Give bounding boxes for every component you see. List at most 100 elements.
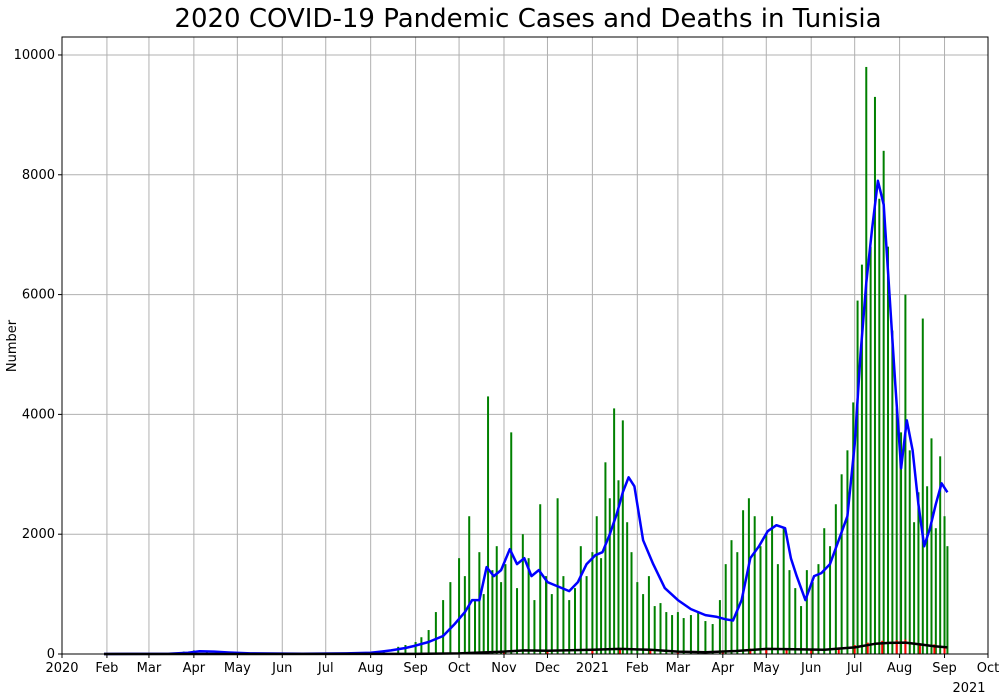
bar-mark — [765, 648, 768, 654]
bar-mark — [449, 582, 452, 654]
bar-mark — [495, 546, 498, 654]
bar-mark — [917, 492, 920, 654]
bar-mark — [404, 645, 407, 654]
bar-mark — [649, 649, 652, 654]
bar-mark — [527, 558, 530, 654]
x-tick-label: Apr — [712, 661, 735, 676]
bar-mark — [776, 564, 779, 654]
x-tick-label: May — [224, 661, 251, 676]
bar-mark — [856, 300, 859, 654]
bar-mark — [933, 644, 936, 654]
bar-mark — [805, 570, 808, 654]
bar-mark — [800, 606, 803, 654]
bar-mark — [869, 246, 872, 654]
x-tick-label: Nov — [491, 661, 517, 676]
bar-mark — [788, 570, 791, 654]
bar-mark — [742, 510, 745, 654]
bar-mark — [765, 534, 768, 654]
bar-mark — [704, 621, 707, 654]
series-line-3 — [103, 641, 948, 656]
bar-mark — [852, 402, 855, 654]
x-tick-label: Feb — [626, 661, 649, 676]
bar-mark — [873, 96, 876, 655]
bar-mark — [887, 246, 890, 654]
x-tick-label: Jun — [800, 661, 821, 676]
x-tick-label: Dec — [535, 661, 560, 676]
bars-layer — [147, 66, 949, 655]
bar-mark — [782, 528, 785, 654]
bar-mark — [618, 648, 621, 654]
bar-mark — [573, 588, 576, 654]
bar-mark — [759, 546, 762, 654]
bar-mark — [510, 432, 513, 654]
bar-mark — [926, 486, 929, 654]
bar-mark — [853, 645, 856, 654]
bar-mark — [749, 648, 752, 654]
bar-mark — [591, 649, 594, 654]
bar-mark — [943, 516, 946, 654]
bar-mark — [846, 450, 849, 654]
x-tick-label: Feb — [95, 661, 118, 676]
bar-mark — [934, 528, 937, 654]
chart-title: 2020 COVID-19 Pandemic Cases and Deaths … — [174, 4, 881, 34]
bar-mark — [860, 264, 863, 654]
x-tick-label: Jul — [317, 661, 334, 676]
bar-mark — [904, 294, 907, 654]
bar-mark — [562, 576, 565, 654]
bar-mark — [794, 588, 797, 654]
bar-mark — [414, 642, 417, 654]
bar-mark — [736, 552, 739, 654]
bar-mark — [895, 640, 898, 654]
bar-mark — [533, 600, 536, 654]
lines-layer — [103, 179, 949, 656]
x-tick-label: Mar — [666, 661, 691, 676]
x-tick-label: Sep — [932, 661, 957, 676]
bar-mark — [626, 522, 629, 654]
x-tick-label: Jul — [846, 661, 863, 676]
bar-mark — [502, 652, 505, 654]
bar-mark — [904, 639, 907, 654]
bar-mark — [785, 648, 788, 654]
bar-mark — [882, 150, 885, 654]
bar-mark — [636, 582, 639, 654]
bar-mark — [604, 462, 607, 654]
bar-mark — [504, 564, 507, 654]
bar-mark — [550, 594, 553, 654]
bar-mark — [659, 603, 662, 654]
x-tick-label: Oct — [448, 661, 470, 676]
bar-mark — [591, 552, 594, 654]
y-tick-label: 10000 — [14, 48, 55, 63]
x-tick-label: Aug — [887, 661, 912, 676]
x-tick-label: Oct — [977, 661, 999, 676]
bar-mark — [817, 564, 820, 654]
y-axis-label: Number — [5, 319, 20, 372]
bar-mark — [908, 450, 911, 654]
x-tick-label: Jun — [271, 661, 292, 676]
bar-mark — [617, 480, 620, 654]
ticks-layer: 2020 Feb Mar Apr May Jun Jul Aug Sep Oct Nov Dec 202… — [14, 48, 1000, 676]
bar-mark — [653, 606, 656, 654]
bar-mark — [881, 640, 884, 654]
bar-mark — [491, 570, 494, 654]
bar-mark — [539, 504, 542, 654]
bar-mark — [556, 498, 559, 654]
bar-mark — [946, 546, 949, 654]
bar-mark — [474, 600, 477, 654]
y-tick-label: 4000 — [22, 407, 55, 422]
x-tick-label: Aug — [358, 661, 383, 676]
bar-mark — [823, 528, 826, 654]
bar-mark — [676, 612, 679, 654]
bar-mark — [579, 546, 582, 654]
bar-mark — [463, 576, 466, 654]
bar-mark — [900, 432, 903, 654]
bar-mark — [516, 588, 519, 654]
bar-mark — [840, 474, 843, 654]
bar-mark — [724, 564, 727, 654]
bar-mark — [730, 540, 733, 654]
bar-mark — [891, 330, 894, 654]
series-line-2 — [103, 179, 949, 656]
bar-mark — [621, 420, 624, 654]
bar-mark — [434, 612, 437, 654]
bar-mark — [585, 576, 588, 654]
bar-mark — [943, 646, 946, 654]
